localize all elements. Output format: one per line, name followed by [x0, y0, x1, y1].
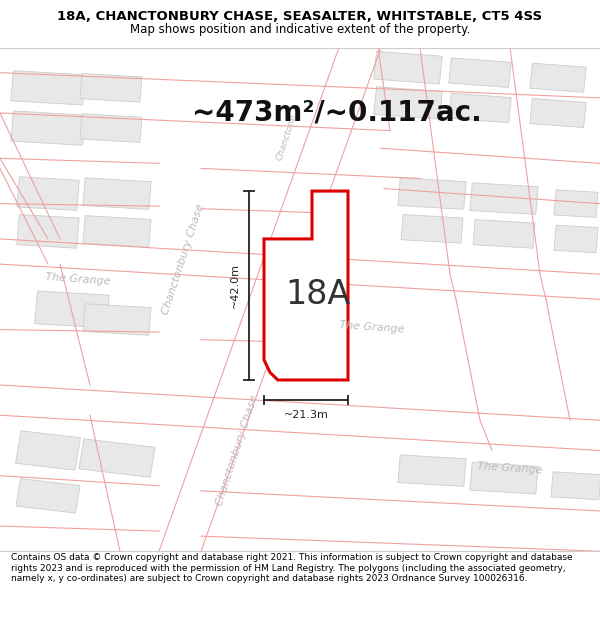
Polygon shape — [530, 99, 586, 127]
Text: Chanctonb...: Chanctonb... — [275, 104, 301, 162]
Polygon shape — [554, 225, 598, 253]
Text: Chanctonbury Chase: Chanctonbury Chase — [160, 202, 206, 316]
Polygon shape — [374, 51, 442, 84]
Polygon shape — [398, 178, 466, 209]
Polygon shape — [470, 183, 538, 214]
Polygon shape — [449, 58, 511, 88]
Polygon shape — [17, 214, 79, 248]
Polygon shape — [398, 455, 466, 486]
Polygon shape — [79, 439, 155, 478]
Text: Chanctonbury Chase: Chanctonbury Chase — [214, 394, 260, 508]
Polygon shape — [401, 214, 463, 243]
Text: Contains OS data © Crown copyright and database right 2021. This information is : Contains OS data © Crown copyright and d… — [11, 554, 572, 583]
Polygon shape — [264, 191, 348, 380]
Text: ~473m²/~0.117ac.: ~473m²/~0.117ac. — [192, 99, 482, 127]
Polygon shape — [11, 111, 85, 145]
Text: ~21.3m: ~21.3m — [284, 410, 328, 420]
Polygon shape — [554, 190, 598, 218]
Text: The Grange: The Grange — [45, 272, 111, 286]
Polygon shape — [83, 216, 151, 247]
Text: ~42.0m: ~42.0m — [230, 263, 240, 308]
Polygon shape — [35, 291, 109, 328]
Polygon shape — [80, 74, 142, 102]
Polygon shape — [530, 63, 586, 92]
Text: The Grange: The Grange — [477, 461, 543, 476]
Polygon shape — [551, 472, 600, 500]
Polygon shape — [449, 93, 511, 122]
Polygon shape — [83, 304, 151, 335]
Polygon shape — [473, 219, 535, 248]
Polygon shape — [16, 431, 80, 470]
Polygon shape — [11, 71, 85, 105]
Polygon shape — [374, 87, 442, 119]
Polygon shape — [16, 479, 80, 513]
Polygon shape — [470, 462, 538, 494]
Polygon shape — [83, 178, 151, 209]
Polygon shape — [17, 177, 79, 211]
Text: 18A, CHANCTONBURY CHASE, SEASALTER, WHITSTABLE, CT5 4SS: 18A, CHANCTONBURY CHASE, SEASALTER, WHIT… — [58, 9, 542, 22]
Text: Map shows position and indicative extent of the property.: Map shows position and indicative extent… — [130, 22, 470, 36]
Polygon shape — [80, 114, 142, 142]
Text: 18A: 18A — [286, 278, 350, 311]
Text: The Grange: The Grange — [339, 320, 405, 334]
